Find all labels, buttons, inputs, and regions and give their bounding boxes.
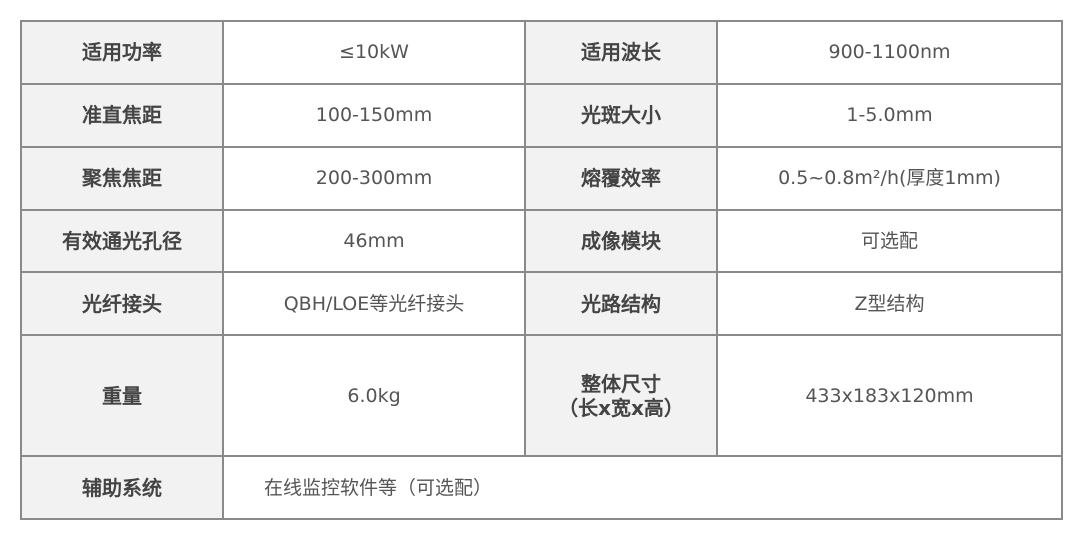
spec-label-text: 光路结构	[581, 291, 661, 316]
table-row: 重量 6.0kg 整体尺寸 （长x宽x高） 433x183x120mm	[20, 334, 1063, 458]
spec-value: 在线监控软件等（可选配）	[222, 455, 1063, 520]
table-row: 有效通光孔径 46mm 成像模块 可选配	[20, 208, 1063, 274]
table-row: 适用功率 ≤10kW 适用波长 900-1100nm	[20, 20, 1063, 85]
spec-label-text: 光斑大小	[581, 103, 661, 128]
spec-value: 433x183x120mm	[716, 334, 1063, 458]
spec-label-text: 准直焦距	[82, 103, 162, 128]
spec-label-text: 光纤接头	[82, 291, 162, 316]
spec-label-text: 熔覆效率	[581, 166, 661, 191]
spec-value: 100-150mm	[222, 82, 526, 148]
spec-label: 成像模块	[524, 208, 718, 274]
spec-label-text: 重量	[102, 383, 142, 408]
spec-label: 准直焦距	[20, 82, 224, 148]
spec-table: 适用功率 ≤10kW 适用波长 900-1100nm 准直焦距 100-150mm 光斑大小…	[20, 20, 1063, 520]
spec-label: 熔覆效率	[524, 145, 718, 211]
spec-label-text: 成像模块	[581, 228, 661, 253]
spec-label: 适用功率	[20, 20, 224, 85]
spec-label: 光斑大小	[524, 82, 718, 148]
spec-value: ≤10kW	[222, 20, 526, 85]
table-row: 准直焦距 100-150mm 光斑大小 1-5.0mm	[20, 82, 1063, 148]
spec-label-text: 适用功率	[82, 40, 162, 65]
spec-value: QBH/LOE等光纤接头	[222, 271, 526, 337]
spec-value: 可选配	[716, 208, 1063, 274]
spec-value: 200-300mm	[222, 145, 526, 211]
table-row: 聚焦焦距 200-300mm 熔覆效率 0.5~0.8m²/h(厚度1mm)	[20, 145, 1063, 211]
spec-value: 1-5.0mm	[716, 82, 1063, 148]
spec-label: 辅助系统	[20, 455, 224, 520]
spec-value: 900-1100nm	[716, 20, 1063, 85]
spec-label-text: 整体尺寸	[581, 371, 661, 396]
spec-label: 重量	[20, 334, 224, 458]
spec-label: 有效通光孔径	[20, 208, 224, 274]
spec-label: 光路结构	[524, 271, 718, 337]
spec-label-text-line2: （长x宽x高）	[558, 395, 684, 420]
spec-label: 光纤接头	[20, 271, 224, 337]
spec-label: 聚焦焦距	[20, 145, 224, 211]
spec-label-text: 聚焦焦距	[82, 166, 162, 191]
spec-label-text: 适用波长	[581, 40, 661, 65]
spec-value: 0.5~0.8m²/h(厚度1mm)	[716, 145, 1063, 211]
spec-value: Z型结构	[716, 271, 1063, 337]
spec-value: 6.0kg	[222, 334, 526, 458]
table-row: 辅助系统 在线监控软件等（可选配）	[20, 455, 1063, 520]
table-row: 光纤接头 QBH/LOE等光纤接头 光路结构 Z型结构	[20, 271, 1063, 337]
spec-label-text: 有效通光孔径	[62, 228, 182, 253]
spec-label: 整体尺寸 （长x宽x高）	[524, 334, 718, 458]
spec-label: 适用波长	[524, 20, 718, 85]
spec-value: 46mm	[222, 208, 526, 274]
